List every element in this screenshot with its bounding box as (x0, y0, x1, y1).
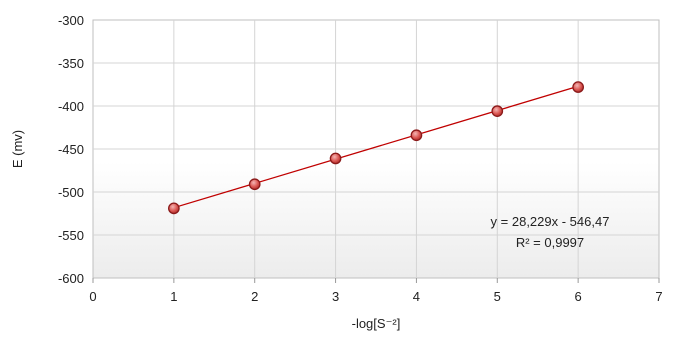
x-axis-title: -log[S⁻²] (352, 316, 401, 331)
y-tick-label: -300 (58, 13, 84, 28)
x-axis-tick-labels: 0 1 2 3 4 5 6 7 (89, 289, 662, 304)
x-tick-label: 5 (494, 289, 501, 304)
data-point (329, 152, 342, 165)
x-tick-label: 6 (575, 289, 582, 304)
y-tick-label: -350 (58, 56, 84, 71)
x-tick-label: 1 (170, 289, 177, 304)
data-points (168, 81, 584, 215)
x-tick-label: 3 (332, 289, 339, 304)
data-point (572, 81, 584, 93)
y-axis-tick-labels: -300 -350 -400 -450 -500 -550 -600 (58, 13, 84, 286)
y-tick-label: -600 (58, 271, 84, 286)
y-axis-title: E (mv) (10, 130, 25, 168)
x-axis-tick-marks (92, 278, 660, 283)
trendline (173, 85, 579, 209)
x-tick-label: 0 (89, 289, 96, 304)
y-tick-label: -400 (58, 99, 84, 114)
x-tick-label: 2 (251, 289, 258, 304)
data-point (168, 202, 180, 215)
trendline-equation: y = 28,229x - 546,47 (491, 214, 610, 229)
data-point (491, 105, 504, 118)
x-tick-label: 4 (413, 289, 420, 304)
x-tick-label: 7 (655, 289, 662, 304)
y-tick-label: -500 (58, 185, 84, 200)
r-squared-label: R² = 0,9997 (516, 235, 584, 250)
y-tick-label: -550 (58, 228, 84, 243)
data-point (410, 129, 423, 142)
y-tick-label: -450 (58, 142, 84, 157)
data-point (248, 178, 261, 191)
gridlines (93, 20, 659, 278)
